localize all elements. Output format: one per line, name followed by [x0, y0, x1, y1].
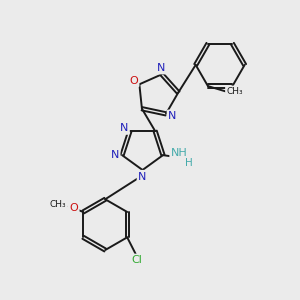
Text: O: O	[129, 76, 138, 86]
Text: O: O	[69, 203, 78, 213]
Text: CH₃: CH₃	[226, 87, 243, 96]
Text: Cl: Cl	[132, 255, 142, 265]
Text: CH₃: CH₃	[49, 200, 66, 209]
Text: NH: NH	[171, 148, 188, 158]
Text: N: N	[110, 150, 119, 160]
Text: N: N	[138, 172, 147, 182]
Text: N: N	[157, 63, 165, 73]
Text: N: N	[120, 123, 128, 133]
Text: H: H	[185, 158, 193, 168]
Text: N: N	[168, 111, 177, 121]
